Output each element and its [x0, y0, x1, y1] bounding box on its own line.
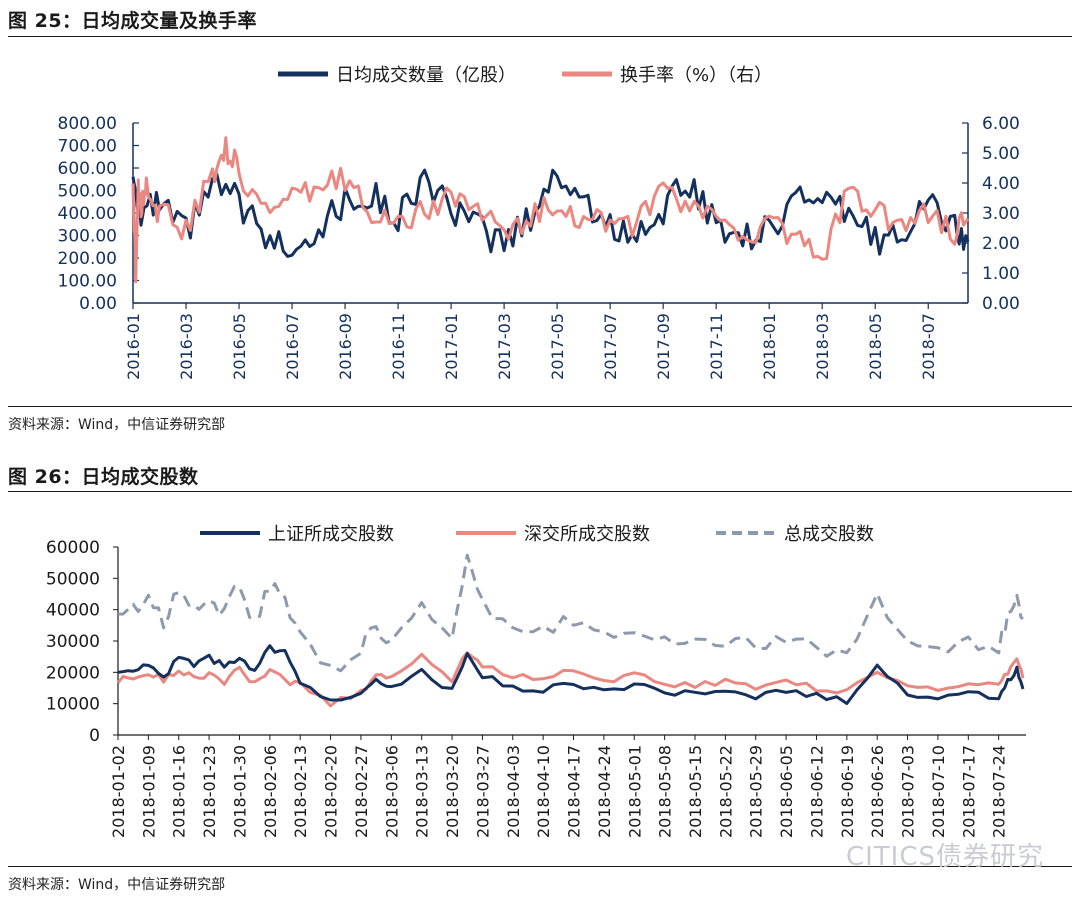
x-tick-label: 2018-07-24 [990, 745, 1009, 838]
x-tick-label: 2016-05 [230, 313, 249, 380]
x-tick-label: 2018-03-27 [473, 745, 492, 838]
y-right-tick-label: 4.00 [982, 174, 1020, 194]
x-tick-label: 2018-05-29 [747, 745, 766, 838]
x-tick-label: 2018-07-17 [959, 745, 978, 838]
x-tick-label: 2018-05 [866, 313, 885, 380]
x-tick-label: 2018-01-09 [139, 745, 158, 838]
series-line-turnover [131, 136, 970, 284]
y-left-tick-label: 600.00 [58, 159, 117, 179]
x-tick-label: 2016-01 [124, 313, 143, 380]
x-tick-label: 2016-03 [177, 313, 196, 380]
x-tick-label: 2018-07 [919, 313, 938, 380]
watermark-logo: CITICS债券研究 [845, 842, 1044, 872]
y-left-tick-label: 0.00 [79, 294, 117, 314]
x-tick-label: 2018-02-13 [291, 745, 310, 838]
x-tick-label: 2018-01-23 [200, 745, 219, 838]
figure-25-bottom-rule [8, 406, 1072, 407]
y-left-tick-label: 400.00 [58, 204, 117, 224]
x-tick-label: 2018-06-12 [807, 745, 826, 838]
x-tick-label: 2018-03 [813, 313, 832, 380]
x-tick-label: 2018-01-16 [170, 745, 189, 838]
y-tick-label: 20000 [46, 663, 100, 683]
legend-label-1: 深交所成交股数 [524, 524, 650, 545]
y-tick-label: 40000 [46, 601, 100, 621]
x-tick-label: 2018-02-27 [352, 745, 371, 838]
series-line-0 [117, 644, 1025, 705]
x-tick-label: 2016-11 [389, 313, 408, 380]
x-tick-label: 2016-07 [283, 313, 302, 380]
x-tick-label: 2017-07 [601, 313, 620, 380]
figure-26-top-rule [8, 491, 1072, 492]
legend-label-volume: 日均成交数量（亿股） [336, 65, 516, 86]
x-tick-label: 2018-04-10 [534, 745, 553, 838]
y-left-tick-label: 700.00 [58, 137, 117, 157]
x-tick-label: 2018-01 [760, 313, 779, 380]
x-tick-label: 2018-01-30 [230, 745, 249, 838]
series-line-1 [116, 651, 1025, 708]
y-right-tick-label: 1.00 [982, 264, 1020, 284]
y-right-tick-label: 5.00 [982, 144, 1020, 164]
figure-25-top-rule [8, 36, 1072, 37]
series-line-volume [131, 168, 970, 258]
x-tick-label: 2018-05-01 [625, 745, 644, 838]
y-tick-label: 10000 [46, 695, 100, 715]
figure-26-bottom-rule [8, 866, 1072, 867]
figure-26-title: 图 26：日均成交股数 [8, 466, 199, 488]
x-tick-label: 2018-01-02 [109, 745, 128, 838]
y-tick-label: 50000 [46, 569, 100, 589]
x-tick-label: 2018-06-26 [868, 745, 887, 838]
x-tick-label: 2018-07-03 [899, 745, 918, 838]
x-tick-label: 2018-02-06 [261, 745, 280, 838]
legend-label-2: 总成交股数 [784, 524, 874, 545]
figure-26-source: 资料来源：Wind，中信证券研究部 [8, 877, 226, 893]
series-line-2 [117, 553, 1024, 673]
y-right-tick-label: 0.00 [982, 294, 1020, 314]
y-right-tick-label: 3.00 [982, 204, 1020, 224]
chart-shares-traded: 上证所成交股数 深交所成交股数 总成交股数 60000 50000 40000 30000 2… [46, 524, 1026, 838]
y-left-tick-label: 300.00 [58, 227, 117, 247]
x-tick-label: 2017-05 [548, 313, 567, 380]
x-tick-label: 2018-03-20 [443, 745, 462, 838]
y-tick-label: 30000 [46, 632, 100, 652]
x-tick-label: 2017-09 [654, 313, 673, 380]
x-tick-label: 2016-09 [336, 313, 355, 380]
x-tick-label: 2018-03-13 [413, 745, 432, 838]
x-tick-label: 2018-02-20 [322, 745, 341, 838]
x-tick-label: 2018-06-05 [777, 745, 796, 838]
x-tick-label: 2018-05-08 [656, 745, 675, 838]
legend-label-turnover: 换手率（%）（右） [620, 65, 772, 86]
y-left-tick-label: 800.00 [58, 114, 117, 134]
figure-25-title: 图 25：日均成交量及换手率 [8, 10, 258, 32]
x-tick-label: 2017-01 [442, 313, 461, 380]
x-tick-label: 2017-11 [707, 313, 726, 380]
x-tick-label: 2018-07-10 [929, 745, 948, 838]
y-tick-label: 0 [89, 726, 100, 746]
y-left-tick-label: 200.00 [58, 249, 117, 269]
x-tick-label: 2018-04-03 [504, 745, 523, 838]
x-tick-label: 2018-03-06 [382, 745, 401, 838]
legend-label-0: 上证所成交股数 [268, 524, 394, 545]
y-left-tick-label: 100.00 [58, 272, 117, 292]
x-tick-label: 2018-05-22 [716, 745, 735, 838]
y-right-tick-label: 2.00 [982, 234, 1020, 254]
x-tick-label: 2018-06-19 [838, 745, 857, 838]
x-tick-label: 2018-04-17 [565, 745, 584, 838]
figure-25-source: 资料来源：Wind，中信证券研究部 [8, 417, 226, 433]
y-left-tick-label: 500.00 [58, 182, 117, 202]
x-tick-label: 2018-04-24 [595, 745, 614, 838]
y-tick-label: 60000 [46, 538, 100, 558]
y-right-tick-label: 6.00 [982, 114, 1020, 134]
x-tick-label: 2017-03 [495, 313, 514, 380]
x-tick-label: 2018-05-15 [686, 745, 705, 838]
